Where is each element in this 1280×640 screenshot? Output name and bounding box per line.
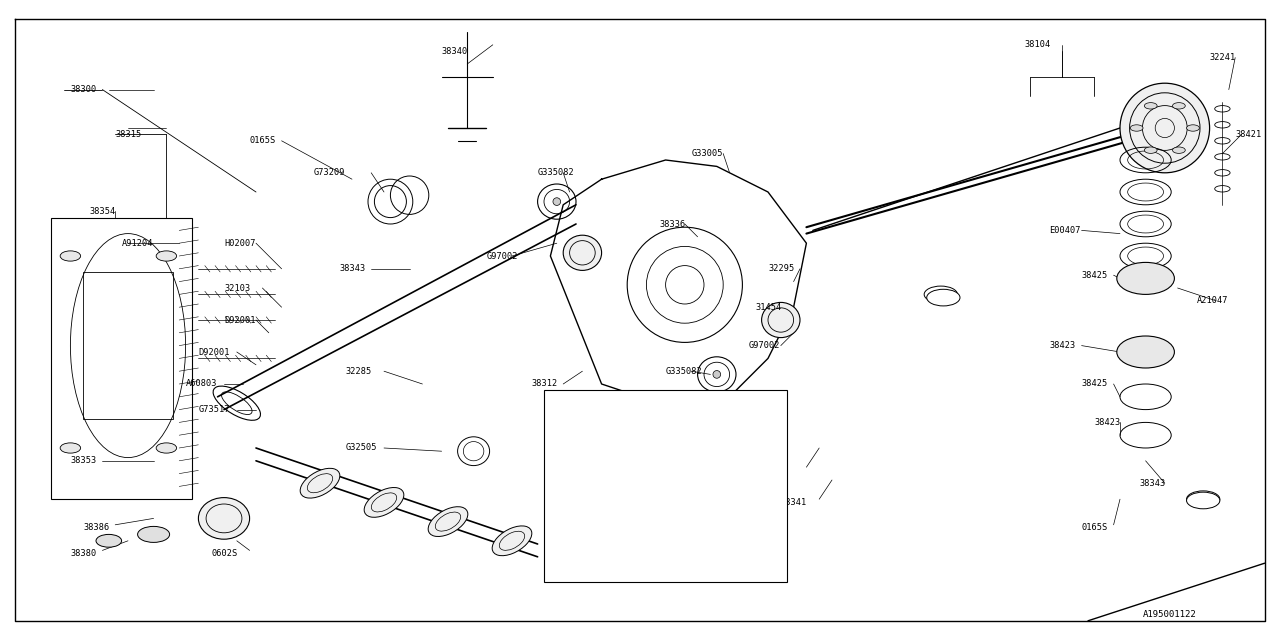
Circle shape [927,289,960,306]
Text: 38354: 38354 [90,207,116,216]
Ellipse shape [762,303,800,338]
Text: 38300: 38300 [70,85,97,94]
FancyBboxPatch shape [83,272,173,419]
Ellipse shape [365,488,403,517]
FancyBboxPatch shape [51,218,192,499]
Circle shape [1144,147,1157,154]
Ellipse shape [429,507,467,536]
Text: G335082: G335082 [666,367,703,376]
Ellipse shape [493,526,531,556]
Circle shape [1172,102,1185,109]
Text: D135012: D135012 [590,444,625,452]
Text: A195001122: A195001122 [1143,610,1197,619]
Ellipse shape [1120,83,1210,173]
Text: 38421: 38421 [1235,130,1262,139]
Ellipse shape [713,371,721,378]
Text: 1: 1 [1201,496,1206,505]
Text: 1: 1 [941,293,946,302]
Text: T=0.975: T=0.975 [699,444,733,452]
Circle shape [156,443,177,453]
Text: T=1.025: T=1.025 [699,520,733,529]
Circle shape [1130,125,1143,131]
Circle shape [924,286,957,303]
Text: D135014: D135014 [590,520,625,529]
Text: 32285: 32285 [346,367,372,376]
Text: A91204: A91204 [122,239,154,248]
Text: G335082: G335082 [538,168,575,177]
Text: 31454: 31454 [755,303,782,312]
Text: G73517: G73517 [198,405,230,414]
Text: 38423: 38423 [1050,341,1076,350]
Text: 38312: 38312 [531,380,558,388]
Text: G7321: G7321 [762,463,788,472]
Text: D135011: D135011 [590,405,625,414]
Text: A21047: A21047 [1197,296,1229,305]
Circle shape [1172,147,1185,154]
Text: T=0.950: T=0.950 [699,405,733,414]
Text: G32505: G32505 [346,444,378,452]
Text: 38336: 38336 [659,220,686,228]
Circle shape [60,251,81,261]
Text: 1: 1 [938,290,943,299]
Text: E00407: E00407 [1050,226,1082,235]
Text: 38353: 38353 [70,456,97,465]
Ellipse shape [553,198,561,205]
Ellipse shape [563,236,602,271]
Circle shape [60,443,81,453]
Text: G33005: G33005 [691,149,723,158]
Text: T=1.000: T=1.000 [699,482,733,491]
Circle shape [156,251,177,261]
Text: 0165S: 0165S [250,136,276,145]
Text: 38425: 38425 [1082,380,1108,388]
Text: 38104: 38104 [1024,40,1051,49]
Text: 38343: 38343 [1139,479,1166,488]
Text: 38425: 38425 [1082,271,1108,280]
Ellipse shape [1116,262,1175,294]
Text: 1: 1 [562,483,567,490]
Text: 38343: 38343 [339,264,366,273]
Text: 38340: 38340 [442,47,468,56]
Ellipse shape [96,534,122,547]
Ellipse shape [1116,336,1175,368]
Circle shape [1187,491,1220,508]
Text: D92001: D92001 [198,348,230,356]
Text: G97002: G97002 [749,341,781,350]
Text: D92001: D92001 [224,316,256,324]
Ellipse shape [138,526,169,543]
Circle shape [1187,125,1199,131]
Text: D135015: D135015 [590,559,625,568]
Bar [544,390,787,582]
Text: 38341: 38341 [781,498,808,507]
Ellipse shape [198,498,250,539]
Text: A60803: A60803 [186,380,218,388]
Text: G97002: G97002 [486,252,518,260]
Text: 0165S: 0165S [1082,524,1108,532]
Text: 32295: 32295 [768,264,795,273]
Text: H02007: H02007 [224,239,256,248]
Ellipse shape [301,468,339,498]
Text: G73209: G73209 [314,168,346,177]
Circle shape [1187,492,1220,509]
Text: 38423: 38423 [1094,418,1121,427]
Text: D135013: D135013 [590,482,625,491]
Text: 32241: 32241 [1210,53,1236,62]
Text: 38315: 38315 [115,130,142,139]
Text: 0602S: 0602S [211,549,238,558]
Text: T=1.050: T=1.050 [699,559,733,568]
Text: 38386: 38386 [83,524,110,532]
Text: 32103: 32103 [224,284,251,292]
Circle shape [1144,102,1157,109]
Text: 38380: 38380 [70,549,97,558]
Circle shape [553,481,576,492]
Text: 1: 1 [1201,495,1206,504]
